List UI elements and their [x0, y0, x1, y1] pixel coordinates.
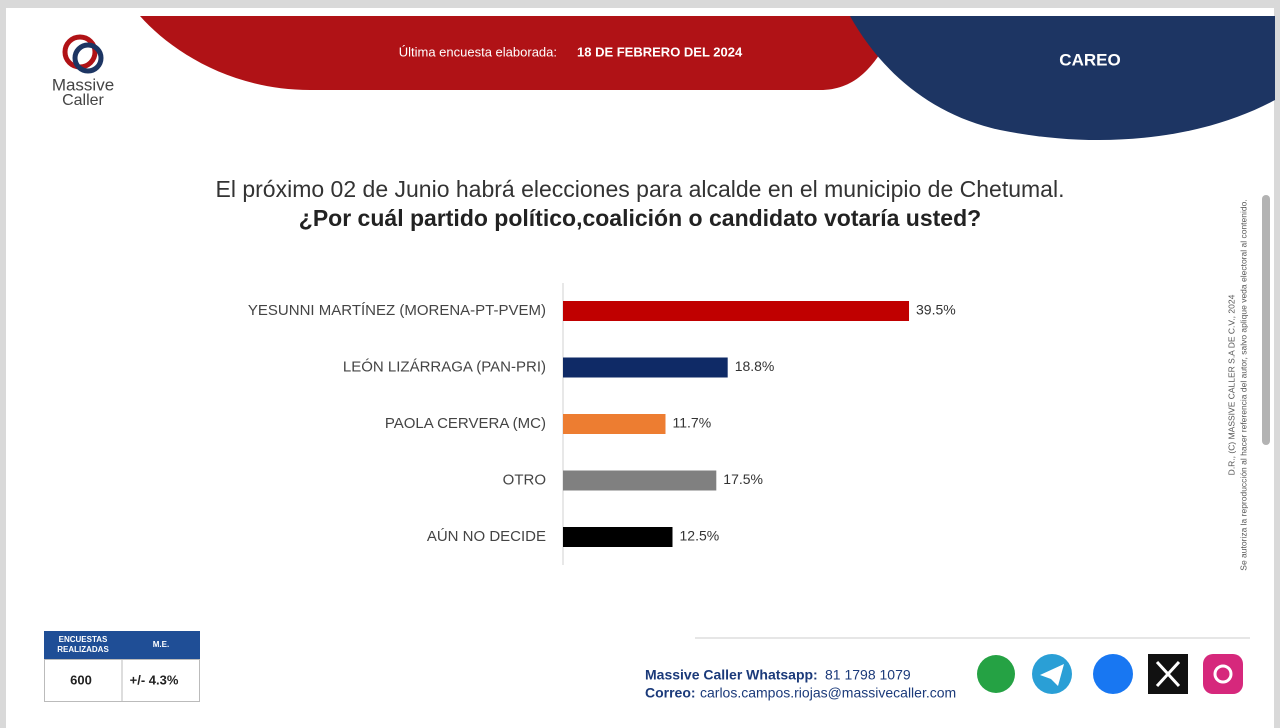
logo-text: Massive [52, 75, 114, 94]
legal-text: Se autoriza la reproducción al hacer ref… [1238, 199, 1248, 570]
scrollbar [1262, 195, 1270, 445]
logo-ring [72, 42, 104, 74]
whatsapp-icon[interactable] [977, 655, 1015, 693]
tag: CAREO [1059, 50, 1120, 69]
survey-date: 18 DE FEBRERO DEL 2024 [577, 44, 743, 59]
category-label: PAOLA CERVERA (MC) [385, 415, 546, 432]
telegram-glyph [1040, 664, 1064, 686]
table-cell: +/- 4.3% [130, 672, 179, 687]
value-label: 17.5% [723, 471, 763, 487]
footer-label: Massive Caller Whatsapp: [645, 667, 818, 683]
value-label: 18.8% [735, 358, 775, 374]
instagram-glyph [1213, 664, 1233, 684]
chart-subtitle: ¿Por cuál partido político,coalición o c… [299, 205, 981, 231]
table-header [44, 631, 200, 659]
bar [563, 470, 717, 491]
category-label: AÚN NO DECIDE [427, 528, 546, 545]
category-label: YESUNNI MARTÍNEZ (MORENA-PT-PVEM) [248, 302, 546, 319]
table-cell: 600 [70, 672, 92, 687]
bar [563, 357, 728, 378]
legal-group: D.R., (C) MASSIVE CALLER S.A DE C.V., 20… [1226, 199, 1248, 570]
bar [563, 414, 666, 434]
red-banner [140, 16, 900, 90]
table-header-cell: ENCUESTAS REALIZADAS [57, 635, 109, 654]
survey-label: Última encuesta elaborada: [399, 44, 557, 59]
blue-banner [850, 16, 1275, 140]
footer-text: 81 1798 1079 [825, 667, 911, 683]
bar [563, 527, 673, 547]
value-label: 39.5% [916, 302, 956, 318]
instagram-icon[interactable] [1203, 654, 1243, 694]
value-label: 11.7% [672, 415, 711, 431]
logo-text: Caller [62, 92, 104, 109]
x-glyph [1155, 660, 1181, 688]
table-header-text: M.E. [153, 640, 169, 649]
footer-text: carlos.campos.riojas@massivecaller.com [700, 685, 956, 701]
facebook-icon[interactable] [1093, 654, 1133, 694]
category-label: OTRO [503, 471, 546, 488]
bar [563, 301, 910, 321]
category-label: LEÓN LIZÁRRAGA (PAN-PRI) [343, 358, 546, 375]
footer-label: Correo: [645, 685, 696, 701]
chart-title: El próximo 02 de Junio habrá elecciones … [216, 176, 1065, 202]
value-label: 12.5% [680, 528, 720, 544]
legal-text: D.R., (C) MASSIVE CALLER S.A DE C.V., 20… [1226, 294, 1236, 475]
table-header-text: ENCUESTAS REALIZADAS [57, 635, 109, 654]
